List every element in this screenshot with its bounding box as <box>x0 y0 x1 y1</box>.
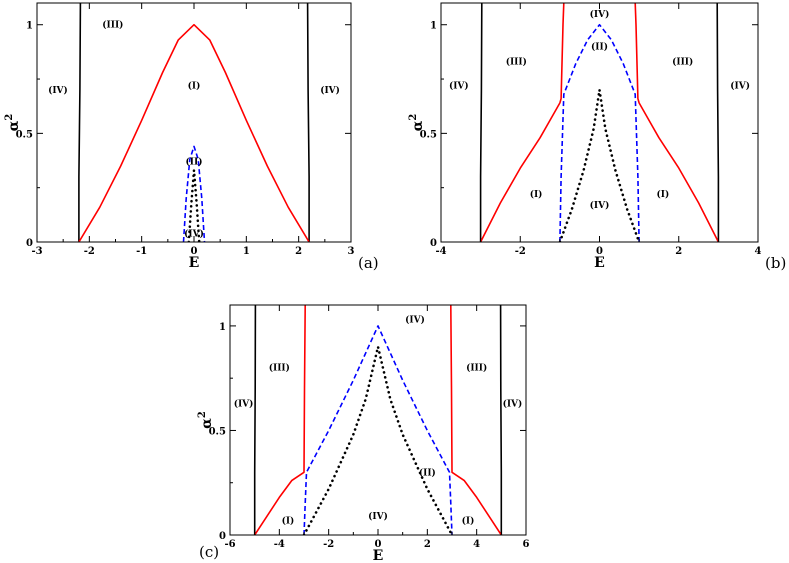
region-label: (IV) <box>590 200 610 211</box>
series-line-solid <box>634 3 720 242</box>
y-axis-label: α2 <box>408 114 426 132</box>
chart-panel-c: -6 -4 -2 0 2 4 6 0 0.5 1 Eα2 (IV) (III) (III) (IV) (IV)… <box>197 304 530 563</box>
series-group <box>479 3 720 242</box>
region-label: (IV) <box>234 398 254 409</box>
series-line-dashed <box>303 325 453 535</box>
region-label: (IV) <box>449 81 469 92</box>
y-tick-label: 0 <box>26 238 33 249</box>
region-label: (IV) <box>320 85 340 96</box>
y-tick-label: 0.5 <box>16 129 33 140</box>
region-label: (I) <box>462 515 475 526</box>
region-label: (II) <box>591 41 608 52</box>
chart-panel-a: -3 -2 -1 0 1 2 3 0 0.5 1 Eα2 (III) (IV) (I) (IV) (II) (I… <box>4 2 379 272</box>
series-line-solid <box>479 3 483 242</box>
x-tick-label: -2 <box>515 246 526 257</box>
chart-panel-b: -4 -2 0 2 4 0 0.5 1 Eα2 (IV) (II) (III) (III) (IV) (IV… <box>408 2 786 272</box>
y-tick-label: 1 <box>430 21 437 32</box>
y-tick-label: 1 <box>219 322 226 333</box>
region-label: (I) <box>282 515 295 526</box>
region-label: (IV) <box>503 398 523 409</box>
region-label: (I) <box>530 189 543 200</box>
series-line-solid <box>306 3 310 242</box>
y-axis-label: α2 <box>197 411 215 429</box>
series-group <box>78 3 310 242</box>
panel-label: (b) <box>765 254 786 272</box>
x-axis-label: E <box>373 548 384 563</box>
region-label: (IV) <box>368 511 388 522</box>
panel-label: (a) <box>358 254 379 272</box>
y-tick-label: 0 <box>430 238 437 249</box>
x-tick-label: 0 <box>596 246 603 257</box>
x-tick-label: 4 <box>473 539 480 550</box>
series-line-solid <box>716 3 720 242</box>
x-axis-label: E <box>189 255 200 271</box>
x-tick-label: 4 <box>755 246 762 257</box>
region-label: (II) <box>186 157 203 168</box>
y-tick-label: 0.5 <box>420 129 437 140</box>
x-tick-label: 0 <box>375 539 382 550</box>
x-tick-label: -2 <box>84 246 95 257</box>
region-label: (III) <box>506 57 527 68</box>
series-line-dotted <box>187 169 201 242</box>
y-tick-label: 0.5 <box>209 426 226 437</box>
x-tick-label: 3 <box>348 246 355 257</box>
region-label: (IV) <box>48 85 68 96</box>
x-tick-label: 1 <box>243 246 250 257</box>
x-tick-label: -6 <box>224 539 235 550</box>
x-axis-label: E <box>594 255 605 271</box>
plot-frame <box>229 304 527 536</box>
y-axis-label: α2 <box>4 114 22 132</box>
series-line-dotted <box>558 88 641 242</box>
x-tick-label: 2 <box>295 246 302 257</box>
series-line-solid <box>253 305 257 535</box>
region-label: (III) <box>102 20 123 31</box>
x-tick-label: 0 <box>191 246 198 257</box>
x-tick-label: -4 <box>274 539 285 550</box>
series-line-dashed <box>559 23 640 242</box>
region-label: (IV) <box>590 9 610 20</box>
region-label: (IV) <box>184 228 204 239</box>
region-label: (IV) <box>405 315 425 326</box>
y-tick-label: 1 <box>26 21 33 32</box>
region-label: (III) <box>672 57 693 68</box>
y-tick-label: 0 <box>219 531 226 542</box>
region-label: (II) <box>419 467 436 478</box>
x-tick-label: 2 <box>675 246 682 257</box>
plot-frame <box>36 2 352 243</box>
x-tick-label: -3 <box>31 246 42 257</box>
series-line-solid <box>479 3 565 242</box>
panel-label: (c) <box>199 543 219 561</box>
region-label: (IV) <box>730 81 750 92</box>
x-tick-label: 6 <box>523 539 530 550</box>
region-label: (I) <box>657 189 670 200</box>
series-group <box>253 305 503 535</box>
x-tick-label: -1 <box>136 246 147 257</box>
region-label: (I) <box>188 81 201 92</box>
series-line-dotted <box>302 345 454 535</box>
x-tick-label: 2 <box>424 539 431 550</box>
series-line-solid <box>450 305 502 535</box>
series-line-solid <box>499 305 503 535</box>
series-line-solid <box>254 305 306 535</box>
series-line-solid <box>78 23 310 242</box>
region-label: (III) <box>269 363 290 374</box>
region-label: (III) <box>466 363 487 374</box>
x-tick-label: -4 <box>435 246 446 257</box>
series-line-solid <box>78 3 82 242</box>
series-line-dashed <box>182 145 206 242</box>
x-tick-label: -2 <box>323 539 334 550</box>
